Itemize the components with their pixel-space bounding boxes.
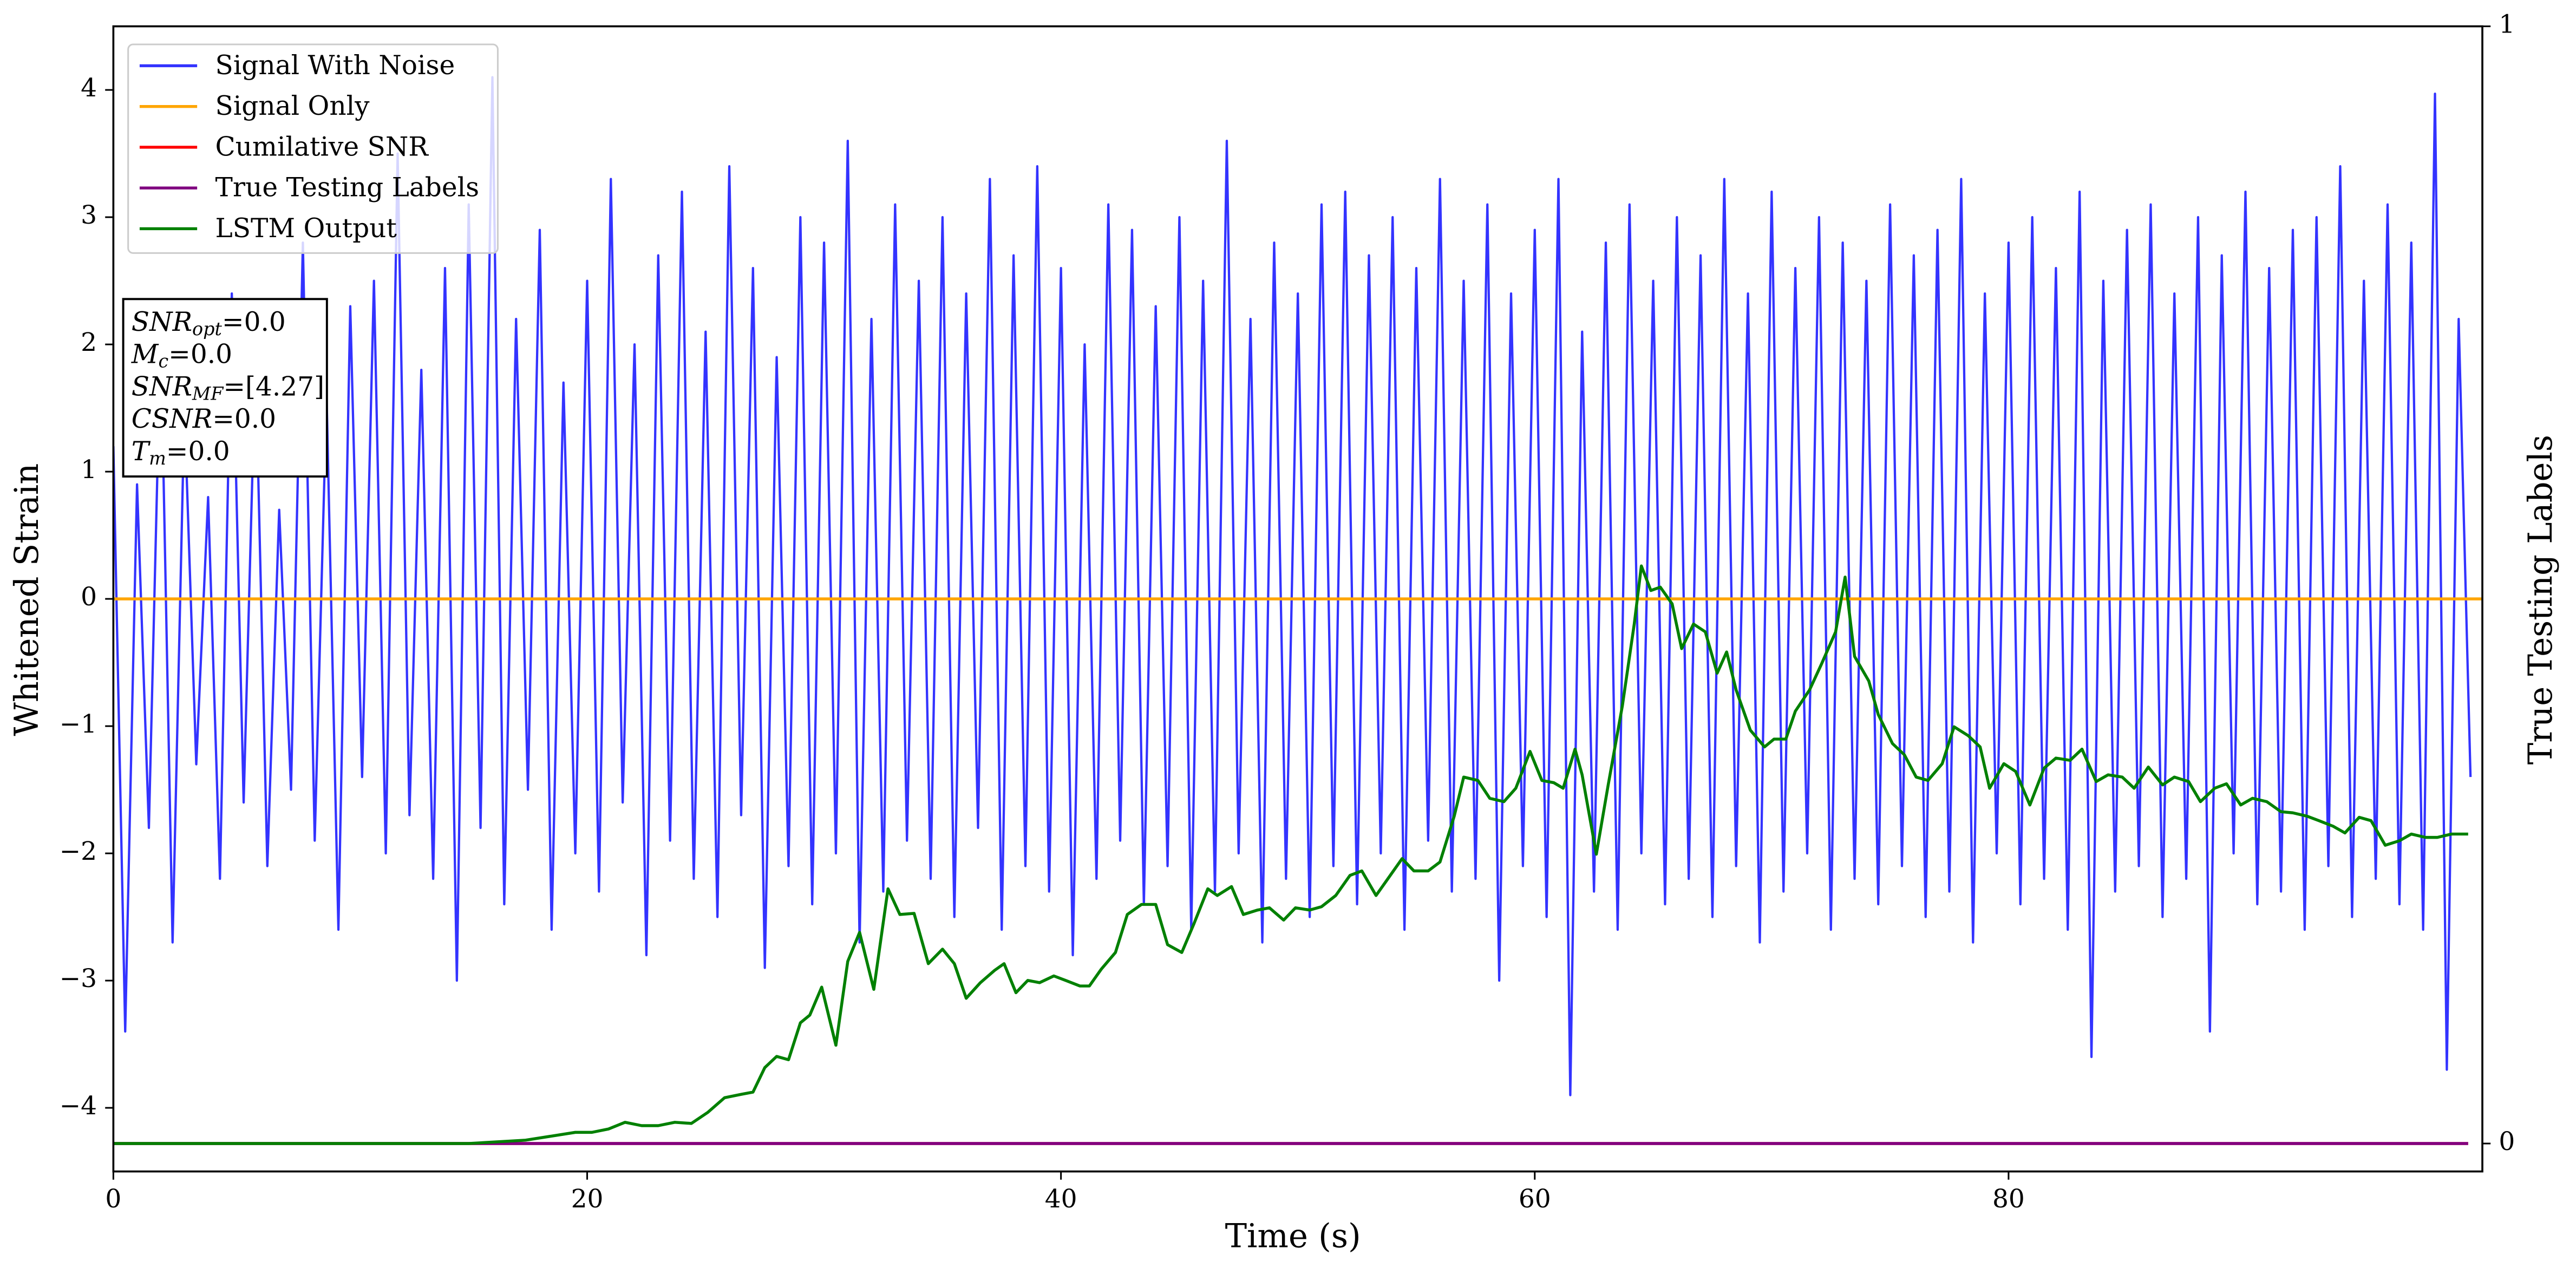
- legend-label: Signal With Noise: [215, 50, 455, 81]
- annotation: Mc=0.0: [131, 339, 232, 372]
- data-line: [113, 76, 2472, 1096]
- y-tick-label: −3: [60, 964, 97, 994]
- y-tick-label: 2: [81, 328, 97, 357]
- x-tick-label: 60: [1519, 1184, 1551, 1214]
- y-tick-label: −4: [60, 1091, 97, 1121]
- y-tick-label: −2: [60, 837, 97, 866]
- y-tick-label: 0: [81, 582, 97, 612]
- annotation-text: =[4.27]: [223, 371, 324, 402]
- y2-axis-label: True Testing Labels: [2522, 435, 2560, 765]
- y-tick-label: 3: [81, 200, 97, 230]
- annotation-box: [122, 298, 328, 478]
- data-line: [113, 564, 2468, 1145]
- annotation-symbol: SNR: [132, 306, 192, 337]
- y2-tick-label: 1: [2499, 10, 2515, 40]
- legend-label: Signal Only: [215, 91, 370, 121]
- annotation-subscript: opt: [192, 318, 222, 339]
- x-tick-label: 20: [571, 1184, 604, 1214]
- annotation: SNRMF=[4.27]: [132, 371, 324, 404]
- annotation: SNRopt=0.0: [132, 306, 286, 339]
- legend-label: True Testing Labels: [215, 173, 480, 203]
- y-axis-label: Whitened Strain: [8, 463, 46, 736]
- annotation: Tm=0.0: [132, 436, 230, 469]
- annotation: CSNR=0.0: [132, 404, 276, 434]
- annotation-symbol: SNR: [132, 371, 192, 402]
- annotation-symbol: CSNR: [132, 404, 212, 434]
- annotation-text: =0.0: [212, 404, 276, 434]
- legend: Signal With Noise Signal Only Cumilative S…: [127, 43, 499, 254]
- annotation-text: =0.0: [168, 339, 232, 369]
- y-tick-label: 4: [81, 73, 97, 103]
- x-tick-label: 40: [1045, 1184, 1077, 1214]
- x-tick-label: 80: [1992, 1184, 2025, 1214]
- legend-label: Cumilative SNR: [215, 132, 429, 162]
- y-tick-label: −1: [60, 709, 97, 739]
- x-axis-label: Time (s): [1225, 1218, 1361, 1256]
- plot-frame: [112, 25, 2483, 1173]
- annotation-symbol: M: [131, 339, 159, 369]
- legend-label: LSTM Output: [215, 213, 397, 244]
- annotation-text: =0.0: [166, 436, 230, 466]
- x-tick-label: 0: [105, 1184, 121, 1214]
- legend-box: [127, 43, 499, 254]
- annotation-text: =0.0: [222, 306, 286, 337]
- annotation-subscript: m: [149, 448, 166, 469]
- annotation-subscript: c: [158, 351, 168, 372]
- y-tick-label: 1: [81, 455, 97, 485]
- annotation-symbol: T: [132, 436, 151, 466]
- y2-tick-label: 0: [2499, 1127, 2515, 1157]
- annotation-subscript: MF: [192, 383, 224, 404]
